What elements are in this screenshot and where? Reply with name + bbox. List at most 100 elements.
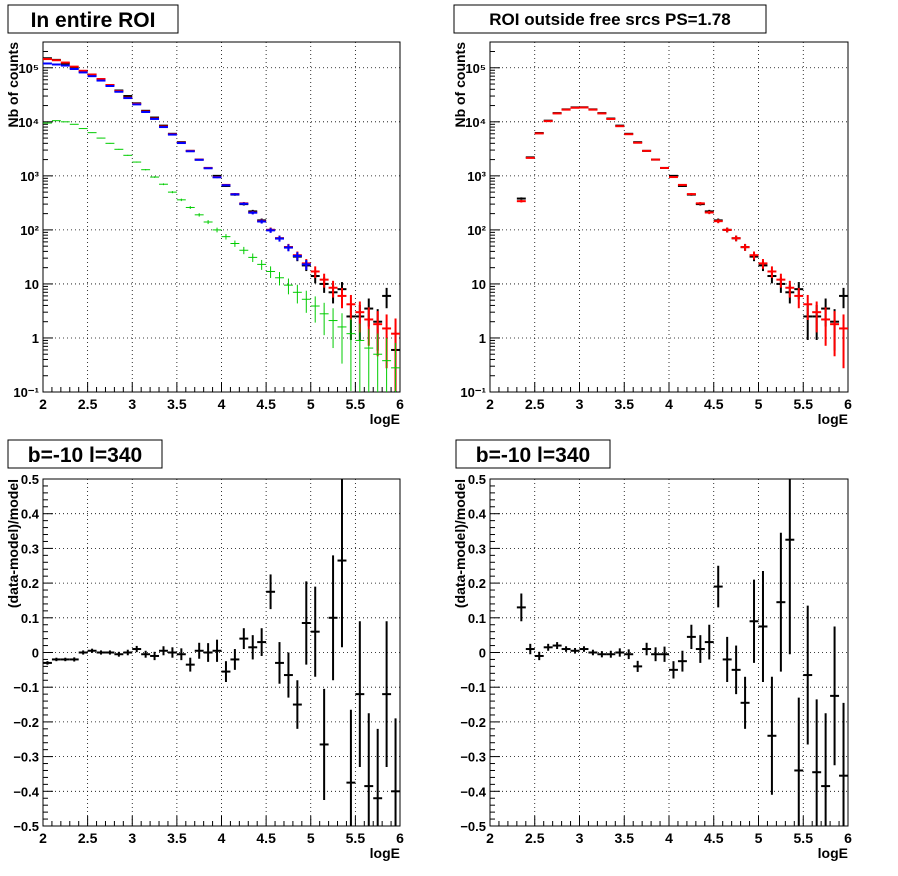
x-tick-label: 5.5 bbox=[794, 830, 814, 846]
data-point bbox=[284, 279, 293, 295]
data-point bbox=[329, 555, 338, 680]
data-point bbox=[750, 251, 759, 259]
data-point bbox=[669, 176, 678, 178]
data-point bbox=[150, 176, 159, 178]
data-point bbox=[177, 143, 186, 144]
y-tick-label: 10² bbox=[20, 223, 39, 238]
y-tick-label: −0.5 bbox=[460, 819, 486, 834]
data-point bbox=[284, 244, 293, 251]
y-tick-label: 10³ bbox=[467, 169, 486, 184]
y-tick-label: 10⁻¹ bbox=[460, 385, 486, 400]
data-point bbox=[544, 644, 553, 651]
x-tick-label: 4.5 bbox=[256, 830, 276, 846]
y-tick-label: 10⁵ bbox=[18, 61, 39, 76]
data-point bbox=[759, 259, 768, 269]
data-point bbox=[204, 168, 213, 169]
y-tick-label: −0.2 bbox=[13, 715, 39, 730]
data-point bbox=[105, 650, 114, 654]
data-point bbox=[257, 628, 266, 656]
x-tick-label: 4 bbox=[218, 396, 226, 412]
x-tick-label: 3 bbox=[128, 830, 136, 846]
x-tick-label: 4.5 bbox=[704, 830, 724, 846]
data-point bbox=[222, 234, 231, 239]
data-point bbox=[553, 642, 562, 649]
x-axis-label: logE bbox=[818, 845, 848, 861]
data-point bbox=[275, 272, 284, 285]
y-tick-label: 0.3 bbox=[21, 541, 39, 556]
data-point bbox=[141, 169, 150, 170]
y-axis-label: Nb of counts bbox=[452, 42, 468, 128]
data-point bbox=[159, 127, 168, 128]
data-point bbox=[723, 228, 732, 233]
data-point bbox=[794, 288, 803, 308]
data-point bbox=[257, 260, 266, 270]
data-point bbox=[320, 303, 329, 335]
data-point bbox=[97, 650, 106, 654]
data-point bbox=[696, 635, 705, 663]
data-point bbox=[526, 157, 535, 158]
x-tick-label: 3.5 bbox=[167, 830, 187, 846]
data-point bbox=[168, 647, 177, 657]
y-axis-label: Nb of counts bbox=[5, 42, 21, 128]
data-point bbox=[186, 151, 195, 152]
data-point bbox=[284, 653, 293, 698]
data-layer bbox=[517, 107, 848, 368]
series-0 bbox=[517, 107, 848, 350]
data-point bbox=[159, 183, 168, 185]
data-point bbox=[150, 652, 159, 660]
data-point bbox=[311, 296, 320, 322]
data-point bbox=[373, 334, 382, 409]
data-point bbox=[606, 651, 615, 658]
data-point bbox=[669, 661, 678, 678]
data-point bbox=[776, 533, 785, 672]
data-point bbox=[195, 643, 204, 659]
data-point bbox=[382, 338, 391, 408]
data-point bbox=[633, 661, 642, 672]
series-3 bbox=[43, 120, 400, 408]
data-point bbox=[52, 658, 61, 661]
data-layer bbox=[517, 425, 848, 859]
x-tick-label: 2.5 bbox=[78, 830, 98, 846]
data-point bbox=[159, 646, 168, 655]
x-tick-label: 2.5 bbox=[78, 396, 98, 412]
data-point bbox=[97, 138, 106, 139]
data-point bbox=[785, 425, 794, 654]
data-point bbox=[239, 202, 248, 205]
data-point bbox=[651, 647, 660, 661]
data-point bbox=[43, 661, 52, 664]
data-point bbox=[338, 288, 347, 308]
data-point bbox=[123, 155, 132, 156]
x-tick-label: 5.5 bbox=[346, 830, 366, 846]
x-tick-label: 3 bbox=[576, 396, 584, 412]
x-tick-label: 2 bbox=[486, 396, 494, 412]
data-point bbox=[678, 184, 687, 186]
grid-lines bbox=[490, 479, 848, 826]
data-point bbox=[338, 313, 347, 363]
data-point bbox=[266, 228, 275, 233]
data-point bbox=[732, 646, 741, 695]
series-1 bbox=[43, 59, 400, 391]
data-point bbox=[222, 184, 231, 186]
data-point bbox=[794, 698, 803, 844]
grid-lines bbox=[43, 42, 400, 392]
y-axis: −0.5−0.4−0.3−0.2−0.100.10.20.30.40.5(dat… bbox=[452, 472, 500, 834]
data-point bbox=[266, 266, 275, 278]
data-point bbox=[213, 177, 222, 179]
data-point bbox=[230, 241, 239, 247]
data-point bbox=[195, 213, 204, 216]
data-point bbox=[714, 566, 723, 608]
data-point bbox=[70, 657, 79, 661]
data-point bbox=[830, 626, 839, 765]
y-tick-label: 10⁴ bbox=[465, 115, 486, 130]
data-point bbox=[785, 281, 794, 298]
data-point bbox=[615, 648, 624, 656]
data-point bbox=[114, 149, 123, 150]
x-tick-label: 3 bbox=[576, 830, 584, 846]
x-tick-label: 5.5 bbox=[346, 396, 366, 412]
x-tick-label: 2.5 bbox=[525, 396, 545, 412]
data-point bbox=[222, 661, 231, 682]
